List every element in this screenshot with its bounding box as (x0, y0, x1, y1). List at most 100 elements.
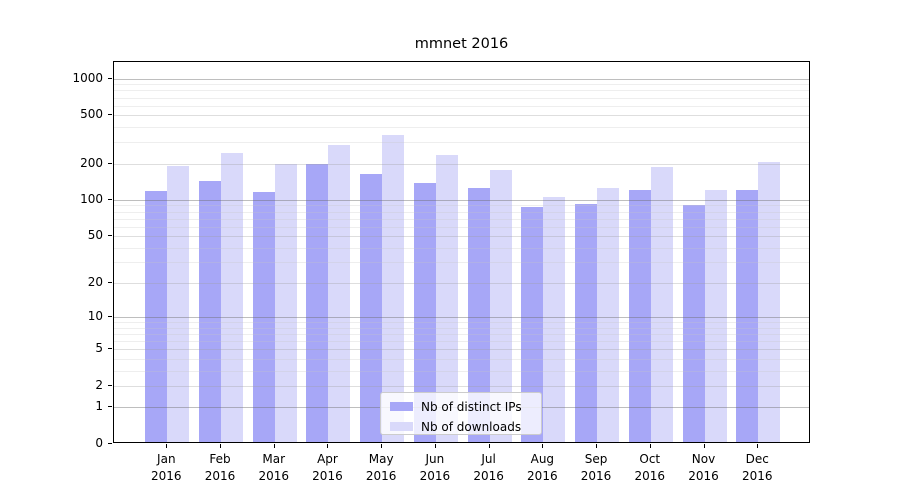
gridline-4 (114, 358, 809, 360)
x-tick-mark-jun (434, 444, 436, 448)
y-tick-mark-5 (108, 348, 112, 350)
legend: Nb of distinct IPs Nb of downloads (380, 392, 542, 435)
bar-feb-downloads (221, 153, 244, 442)
gridline-20 (114, 283, 809, 285)
y-tick-label-5: 5 (95, 341, 103, 356)
x-tick-label-jan: Jan 2016 (151, 452, 182, 483)
bar-may-distinct-ips (360, 174, 383, 442)
bar-dec-downloads (758, 161, 781, 442)
bar-mar-distinct-ips (252, 191, 275, 442)
gridline-200 (114, 163, 809, 165)
y-tick-label-1000: 1000 (72, 70, 103, 85)
gridline-700 (114, 97, 809, 99)
x-tick-mark-oct (649, 444, 651, 448)
plot-area (113, 61, 810, 443)
bar-oct-downloads (650, 167, 673, 442)
chart-title: mmnet 2016 (414, 36, 509, 52)
x-tick-label-aug: Aug 2016 (527, 452, 558, 483)
gridline-70 (114, 218, 809, 220)
distinct-ips-swatch (390, 402, 413, 411)
gridline-5 (114, 349, 809, 351)
x-tick-mark-may (381, 444, 383, 448)
x-tick-label-apr: Apr 2016 (312, 452, 343, 483)
gridline-40 (114, 247, 809, 249)
x-tick-mark-nov (703, 444, 705, 448)
x-tick-label-feb: Feb 2016 (204, 452, 236, 483)
gridline-60 (114, 226, 809, 228)
downloads-swatch (390, 422, 413, 431)
y-tick-mark-50 (108, 235, 112, 237)
x-tick-label-sep: Sep 2016 (580, 452, 612, 483)
bar-jun-downloads (435, 155, 458, 442)
y-tick-mark-0 (108, 443, 112, 444)
legend-item-downloads: Nb of downloads (390, 419, 533, 434)
y-tick-mark-500 (108, 114, 112, 116)
x-tick-label-nov: Nov 2016 (688, 452, 719, 483)
bar-jan-downloads (167, 165, 190, 442)
gridline-400 (114, 127, 809, 129)
gridline-2 (114, 385, 809, 387)
y-tick-label-1: 1 (95, 399, 103, 414)
x-tick-mark-dec (757, 444, 759, 448)
y-tick-mark-200 (108, 162, 112, 164)
bar-apr-downloads (328, 144, 351, 442)
x-tick-mark-mar (273, 444, 275, 448)
bar-nov-distinct-ips (682, 205, 705, 442)
bar-feb-distinct-ips (199, 181, 222, 442)
y-tick-label-200: 200 (80, 155, 103, 170)
bar-apr-distinct-ips (306, 164, 329, 442)
x-tick-mark-aug (542, 444, 544, 448)
bar-sep-downloads (597, 188, 620, 442)
y-tick-label-20: 20 (87, 275, 103, 290)
gridline-6 (114, 341, 809, 343)
y-tick-mark-1000 (108, 77, 112, 79)
gridline-100 (114, 199, 809, 201)
bar-jan-distinct-ips (145, 190, 168, 442)
gridline-10 (114, 317, 809, 319)
bar-jul-distinct-ips (467, 188, 490, 442)
gridline-9 (114, 322, 809, 324)
bar-jun-distinct-ips (413, 183, 436, 442)
x-tick-label-oct: Oct 2016 (634, 452, 666, 483)
x-tick-mark-jan (166, 444, 168, 448)
bar-oct-distinct-ips (628, 189, 651, 442)
y-tick-mark-2 (108, 384, 112, 386)
y-tick-label-10: 10 (87, 309, 103, 324)
x-tick-label-dec: Dec 2016 (741, 452, 773, 483)
gridline-500 (114, 115, 809, 117)
gridline-1000 (114, 78, 809, 80)
legend-label-distinct-ips: Nb of distinct IPs (421, 399, 522, 414)
legend-label-downloads: Nb of downloads (421, 419, 522, 434)
bar-jul-downloads (489, 170, 512, 442)
y-tick-label-500: 500 (80, 107, 103, 122)
gridline-80 (114, 211, 809, 213)
x-tick-label-jul: Jul 2016 (473, 452, 504, 483)
y-tick-mark-10 (108, 316, 112, 318)
y-tick-label-100: 100 (80, 191, 103, 206)
gridline-600 (114, 105, 809, 107)
gridline-30 (114, 262, 809, 264)
bar-sep-distinct-ips (575, 204, 598, 442)
gridline-800 (114, 90, 809, 92)
x-tick-mark-apr (327, 444, 329, 448)
bar-may-downloads (382, 135, 405, 442)
x-tick-mark-sep (596, 444, 598, 448)
y-tick-label-0: 0 (95, 436, 103, 450)
x-tick-label-mar: Mar 2016 (258, 452, 289, 483)
gridline-900 (114, 84, 809, 86)
bar-aug-distinct-ips (521, 207, 544, 442)
y-tick-mark-1 (108, 406, 112, 408)
bar-aug-downloads (543, 197, 566, 442)
bar-mar-downloads (274, 164, 297, 442)
x-tick-label-may: May 2016 (365, 452, 397, 483)
y-tick-label-2: 2 (95, 377, 103, 392)
gridline-50 (114, 236, 809, 238)
bar-dec-distinct-ips (736, 189, 759, 442)
bar-nov-downloads (704, 189, 727, 442)
y-tick-label-50: 50 (87, 228, 103, 243)
y-tick-mark-100 (108, 198, 112, 200)
gridline-7 (114, 334, 809, 336)
y-tick-mark-20 (108, 282, 112, 284)
gridline-90 (114, 205, 809, 207)
